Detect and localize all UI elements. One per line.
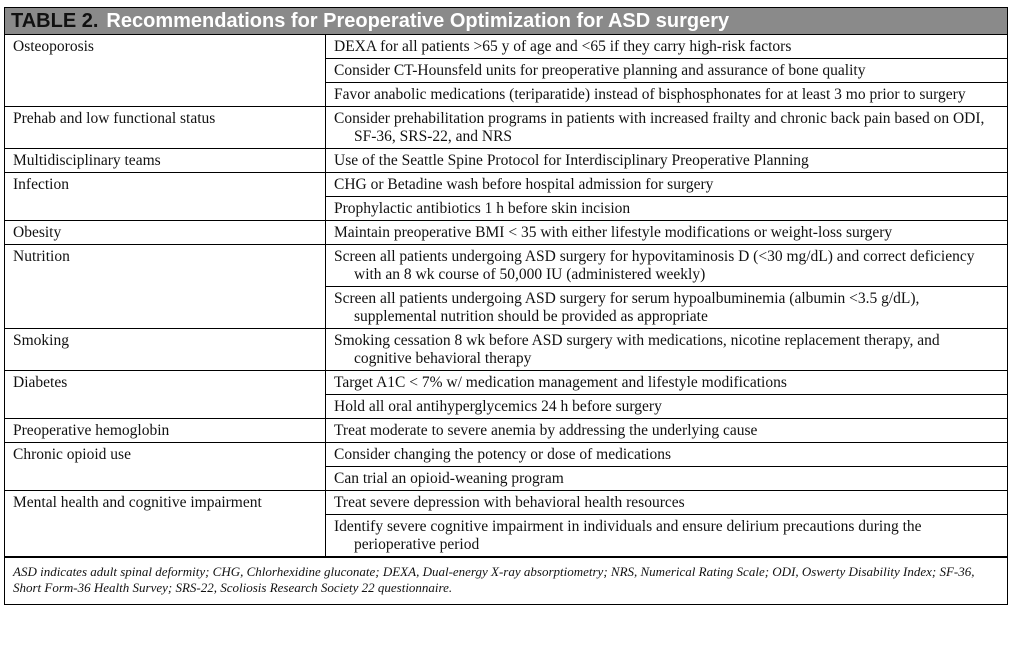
recommendation-text: Can trial an opioid-weaning program xyxy=(334,470,564,487)
recommendation-text: Consider CT-Hounsfeld units for preopera… xyxy=(334,62,866,79)
category-cell: Multidisciplinary teams xyxy=(5,148,326,173)
table-title: Recommendations for Preoperative Optimiz… xyxy=(106,10,730,32)
recommendation-cell: Favor anabolic medications (teriparatide… xyxy=(325,82,1007,107)
category-cell: Infection xyxy=(5,172,326,221)
category-cell: Diabetes xyxy=(5,370,326,419)
table-row: Infection CHG or Betadine wash before hos… xyxy=(5,172,1007,221)
recommendation-cell: Smoking cessation 8 wk before ASD surger… xyxy=(325,328,1007,371)
table-row: Multidisciplinary teams Use of the Seattl… xyxy=(5,148,1007,173)
table-label: TABLE 2. xyxy=(11,10,99,32)
table-row: Chronic opioid use Consider changing the … xyxy=(5,442,1007,491)
table-row: Prehab and low functional status Consider… xyxy=(5,106,1007,149)
category-cell: Osteoporosis xyxy=(5,35,326,107)
recommendation-text: Target A1C < 7% w/ medication management… xyxy=(334,374,787,391)
title-bar: TABLE 2. Recommendations for Preoperative… xyxy=(5,8,1007,35)
recommendation-cell: Treat moderate to severe anemia by addre… xyxy=(325,418,1007,443)
category-cell: Nutrition xyxy=(5,244,326,329)
recommendation-cell: Identify severe cognitive impairment in … xyxy=(325,514,1007,557)
recommendation-cell: Consider prehabilitation programs in pat… xyxy=(325,106,1007,149)
table-row: Favor anabolic medications (teriparatide… xyxy=(5,82,1007,107)
recommendation-text: Prophylactic antibiotics 1 h before skin… xyxy=(334,200,631,217)
table-row: Consider CT-Hounsfeld units for preopera… xyxy=(5,58,1007,83)
recommendation-cell: Hold all oral antihyperglycemics 24 h be… xyxy=(325,394,1007,419)
recommendation-cell: DEXA for all patients >65 y of age and <… xyxy=(325,35,1007,59)
recommendation-text: Smoking cessation 8 wk before ASD surger… xyxy=(334,332,940,367)
recommendation-text: Treat severe depression with behavioral … xyxy=(334,494,685,511)
recommendation-cell: Screen all patients undergoing ASD surge… xyxy=(325,244,1007,287)
table-row: Obesity Maintain preoperative BMI < 35 wi… xyxy=(5,220,1007,245)
table: Osteoporosis DEXA for all patients >65 y … xyxy=(5,35,1007,557)
recommendation-cell: Maintain preoperative BMI < 35 with eith… xyxy=(325,220,1007,245)
table-row: Identify severe cognitive impairment in … xyxy=(5,514,1007,557)
category-cell: Obesity xyxy=(5,220,326,245)
recommendation-cell: Treat severe depression with behavioral … xyxy=(325,490,1007,515)
recommendation-text: Treat moderate to severe anemia by addre… xyxy=(334,422,758,439)
table-row: Hold all oral antihyperglycemics 24 h be… xyxy=(5,394,1007,419)
recommendation-cell: Prophylactic antibiotics 1 h before skin… xyxy=(325,196,1007,221)
recommendation-text: Screen all patients undergoing ASD surge… xyxy=(334,248,975,283)
recommendation-cell: Target A1C < 7% w/ medication management… xyxy=(325,370,1007,395)
recommendation-text: Consider prehabilitation programs in pat… xyxy=(334,110,985,145)
recommendation-text: DEXA for all patients >65 y of age and <… xyxy=(334,38,792,55)
recommendation-text: Identify severe cognitive impairment in … xyxy=(334,518,922,553)
recommendation-text: Maintain preoperative BMI < 35 with eith… xyxy=(334,224,893,241)
table-row: Nutrition Screen all patients undergoing … xyxy=(5,244,1007,329)
recommendation-cell: Screen all patients undergoing ASD surge… xyxy=(325,286,1007,329)
recommendation-cell: CHG or Betadine wash before hospital adm… xyxy=(325,172,1007,197)
table-row: Osteoporosis DEXA for all patients >65 y … xyxy=(5,35,1007,107)
recommendation-text: Favor anabolic medications (teriparatide… xyxy=(334,86,966,103)
recommendation-cell: Consider changing the potency or dose of… xyxy=(325,442,1007,467)
table-row: Preoperative hemoglobin Treat moderate to… xyxy=(5,418,1007,443)
recommendation-text: Screen all patients undergoing ASD surge… xyxy=(334,290,920,325)
category-cell: Smoking xyxy=(5,328,326,371)
recommendation-text: Use of the Seattle Spine Protocol for In… xyxy=(334,152,809,169)
footnote: ASD indicates adult spinal deformity; CH… xyxy=(5,557,1007,604)
table-row: Smoking Smoking cessation 8 wk before ASD… xyxy=(5,328,1007,371)
recommendation-text: CHG or Betadine wash before hospital adm… xyxy=(334,176,714,193)
table-row: Diabetes Target A1C < 7% w/ medication ma… xyxy=(5,370,1007,419)
table-row: Mental health and cognitive impairment Tr… xyxy=(5,490,1007,557)
category-cell: Prehab and low functional status xyxy=(5,106,326,149)
recommendation-text: Hold all oral antihyperglycemics 24 h be… xyxy=(334,398,662,415)
recommendation-text: Consider changing the potency or dose of… xyxy=(334,446,672,463)
category-cell: Mental health and cognitive impairment xyxy=(5,490,326,557)
recommendation-cell: Consider CT-Hounsfeld units for preopera… xyxy=(325,58,1007,83)
category-cell: Chronic opioid use xyxy=(5,442,326,491)
category-cell: Preoperative hemoglobin xyxy=(5,418,326,443)
recommendation-cell: Can trial an opioid-weaning program xyxy=(325,466,1007,491)
recommendation-cell: Use of the Seattle Spine Protocol for In… xyxy=(325,148,1007,173)
table-container: TABLE 2. Recommendations for Preoperative… xyxy=(4,7,1008,605)
